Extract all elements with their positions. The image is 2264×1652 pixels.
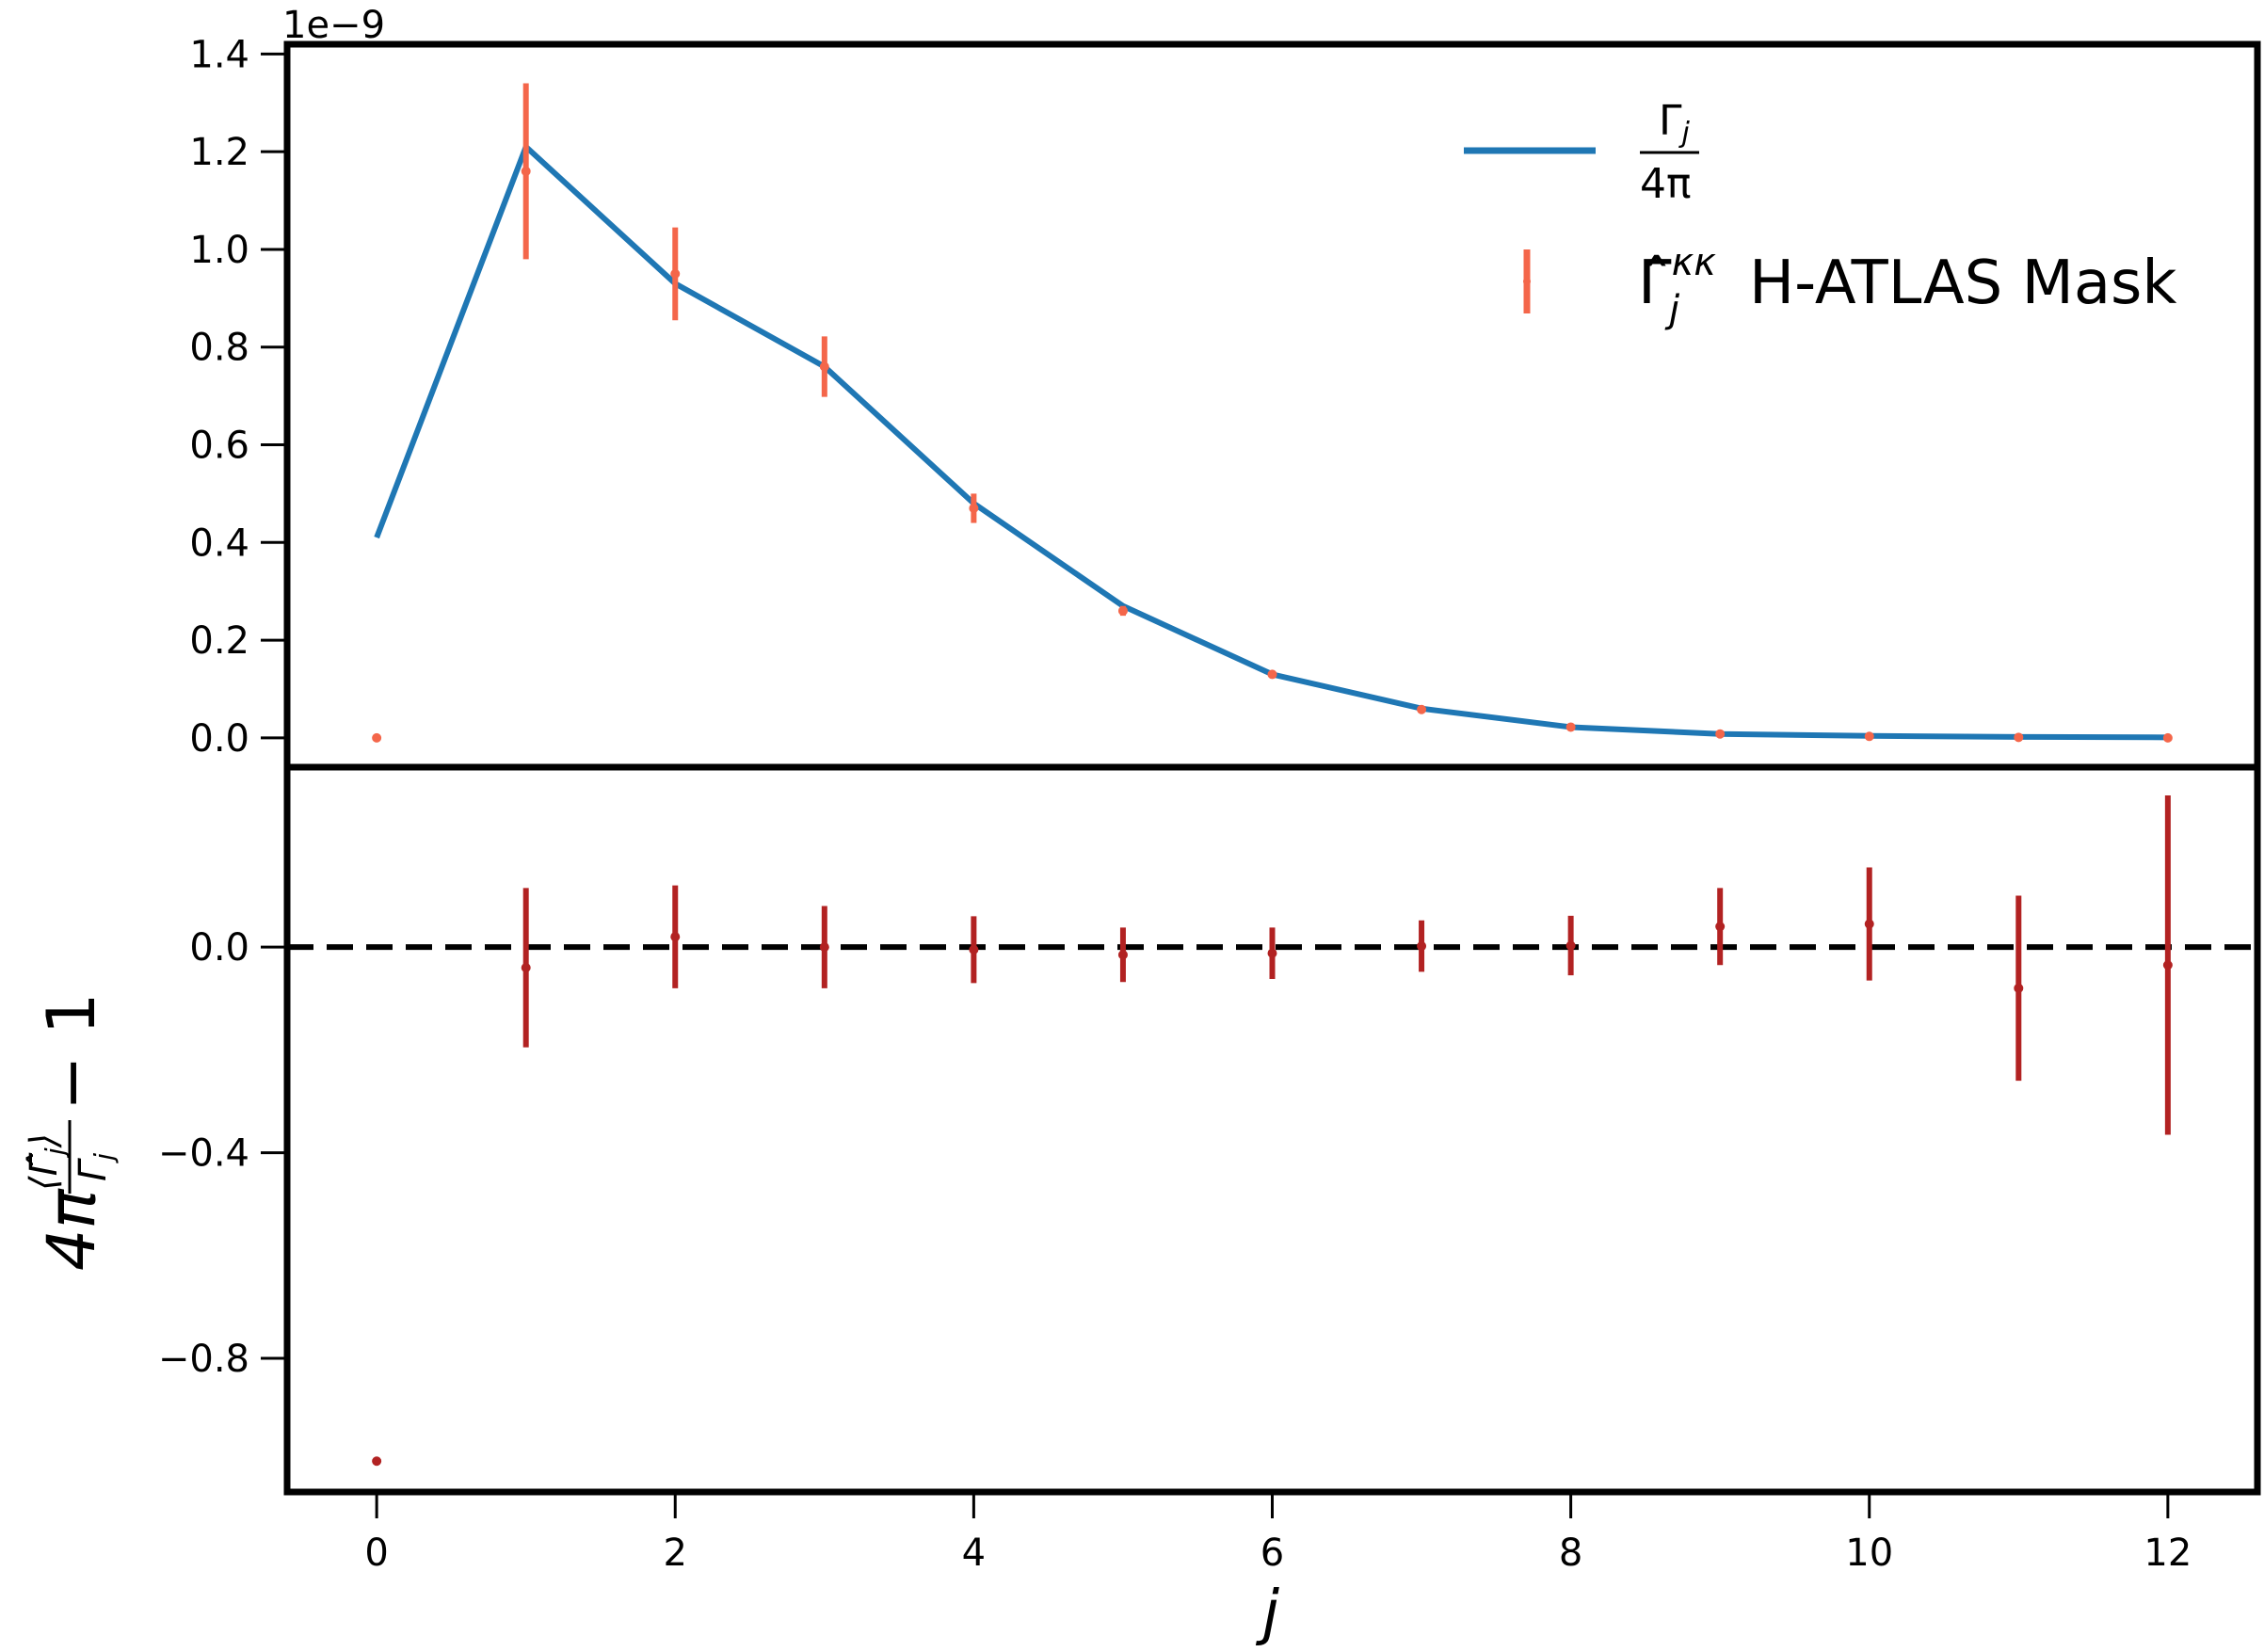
- legend-measured-marker: [1523, 278, 1531, 285]
- measured-point: [372, 732, 382, 743]
- legend-model-numerator: Γ: [1659, 97, 1682, 145]
- x-tick-label: 8: [1559, 1532, 1582, 1575]
- residual-point: [2162, 960, 2173, 970]
- bottom-y-tick-label: 0.0: [189, 926, 249, 970]
- measured-point: [969, 503, 979, 513]
- svg-text:⟨Γ̂j⟩: ⟨Γ̂j⟩: [23, 1133, 71, 1191]
- bottom-panel-frame: [283, 763, 2261, 1496]
- top-y-tick-label: 0.2: [189, 619, 249, 663]
- legend: Γj 4π Γ̂κκ j H-ATLAS Mask: [1464, 97, 2176, 331]
- top-y-tick-label: 0.0: [189, 717, 249, 761]
- measured-point: [2014, 732, 2024, 743]
- model-line: [374, 143, 2168, 741]
- x-axis-label: j: [1255, 1579, 1279, 1648]
- residual-point: [2014, 983, 2024, 993]
- legend-model-label: Γj 4π: [1640, 97, 1699, 208]
- top-panel-plot: [372, 83, 2173, 743]
- top-y-tick-label: 1.4: [189, 33, 249, 76]
- x-tick-label: 10: [1845, 1532, 1893, 1575]
- measured-point: [1566, 722, 1576, 732]
- residual-point: [521, 962, 531, 972]
- residual-point: [1267, 948, 1277, 958]
- top-y-tick-label: 1.2: [189, 131, 249, 174]
- top-panel-offset-text: 1e−9: [282, 4, 385, 47]
- residual-point: [1715, 922, 1726, 932]
- legend-measured-text: H-ATLAS Mask: [1749, 249, 2176, 318]
- measured-point: [1864, 731, 1874, 742]
- residual-point: [1417, 941, 1427, 952]
- bottom-panel-plot: [287, 795, 2257, 1467]
- top-y-tick-label: 0.6: [189, 425, 249, 468]
- svg-text:Γ̂κκ: Γ̂κκ: [1638, 241, 1716, 318]
- x-tick-label: 6: [1260, 1532, 1284, 1575]
- legend-model-numerator-sub: j: [1678, 117, 1691, 150]
- top-panel-frame: [283, 40, 2261, 771]
- legend-measured-label: Γ̂κκ j H-ATLAS Mask: [1638, 241, 2176, 331]
- svg-text:− 1: − 1: [33, 993, 110, 1111]
- measured-point: [1417, 704, 1427, 714]
- y-axis-label-bottom: 4π ⟨Γ̂j⟩ Γj − 1: [23, 993, 120, 1271]
- residual-point: [1566, 940, 1576, 951]
- svg-text:4π: 4π: [33, 1187, 110, 1271]
- residual-point: [819, 942, 829, 953]
- residual-point: [372, 1456, 382, 1467]
- x-tick-label: 12: [2144, 1532, 2192, 1575]
- measured-point: [521, 166, 531, 176]
- measured-point: [1715, 729, 1726, 739]
- legend-measured-symbol: Γ̂: [1638, 249, 1672, 318]
- measured-point: [670, 268, 681, 279]
- bottom-y-tick-label: −0.8: [158, 1338, 249, 1381]
- measured-point: [2162, 732, 2173, 743]
- measured-point: [819, 361, 829, 372]
- top-y-tick-label: 1.0: [189, 229, 249, 272]
- residual-point: [670, 932, 681, 942]
- residual-point: [969, 944, 979, 954]
- svg-text:Γj: Γj: [1659, 97, 1691, 150]
- legend-measured-superscript: κκ: [1672, 241, 1717, 284]
- residual-point: [1117, 950, 1128, 960]
- measured-point: [1267, 669, 1277, 680]
- top-y-tick-label: 0.8: [189, 327, 249, 370]
- bottom-panel-axes: 0.0 −0.4 −0.8 0 2 4 6 8 10 12: [158, 926, 2192, 1575]
- svg-text:Γj: Γj: [72, 1153, 120, 1181]
- residual-point: [1864, 919, 1874, 929]
- top-y-tick-label: 0.4: [189, 521, 249, 565]
- x-tick-label: 2: [664, 1532, 687, 1575]
- x-tick-label: 0: [364, 1532, 388, 1575]
- measured-point: [1117, 605, 1128, 616]
- top-panel-axes: 0.0 0.2 0.4 0.6 0.8 1.0 1.2 1.4: [189, 33, 287, 761]
- legend-model-denominator: 4π: [1640, 160, 1691, 208]
- legend-measured-subscript: j: [1664, 288, 1680, 331]
- bottom-y-tick-label: −0.4: [158, 1132, 249, 1176]
- x-tick-label: 4: [962, 1532, 986, 1575]
